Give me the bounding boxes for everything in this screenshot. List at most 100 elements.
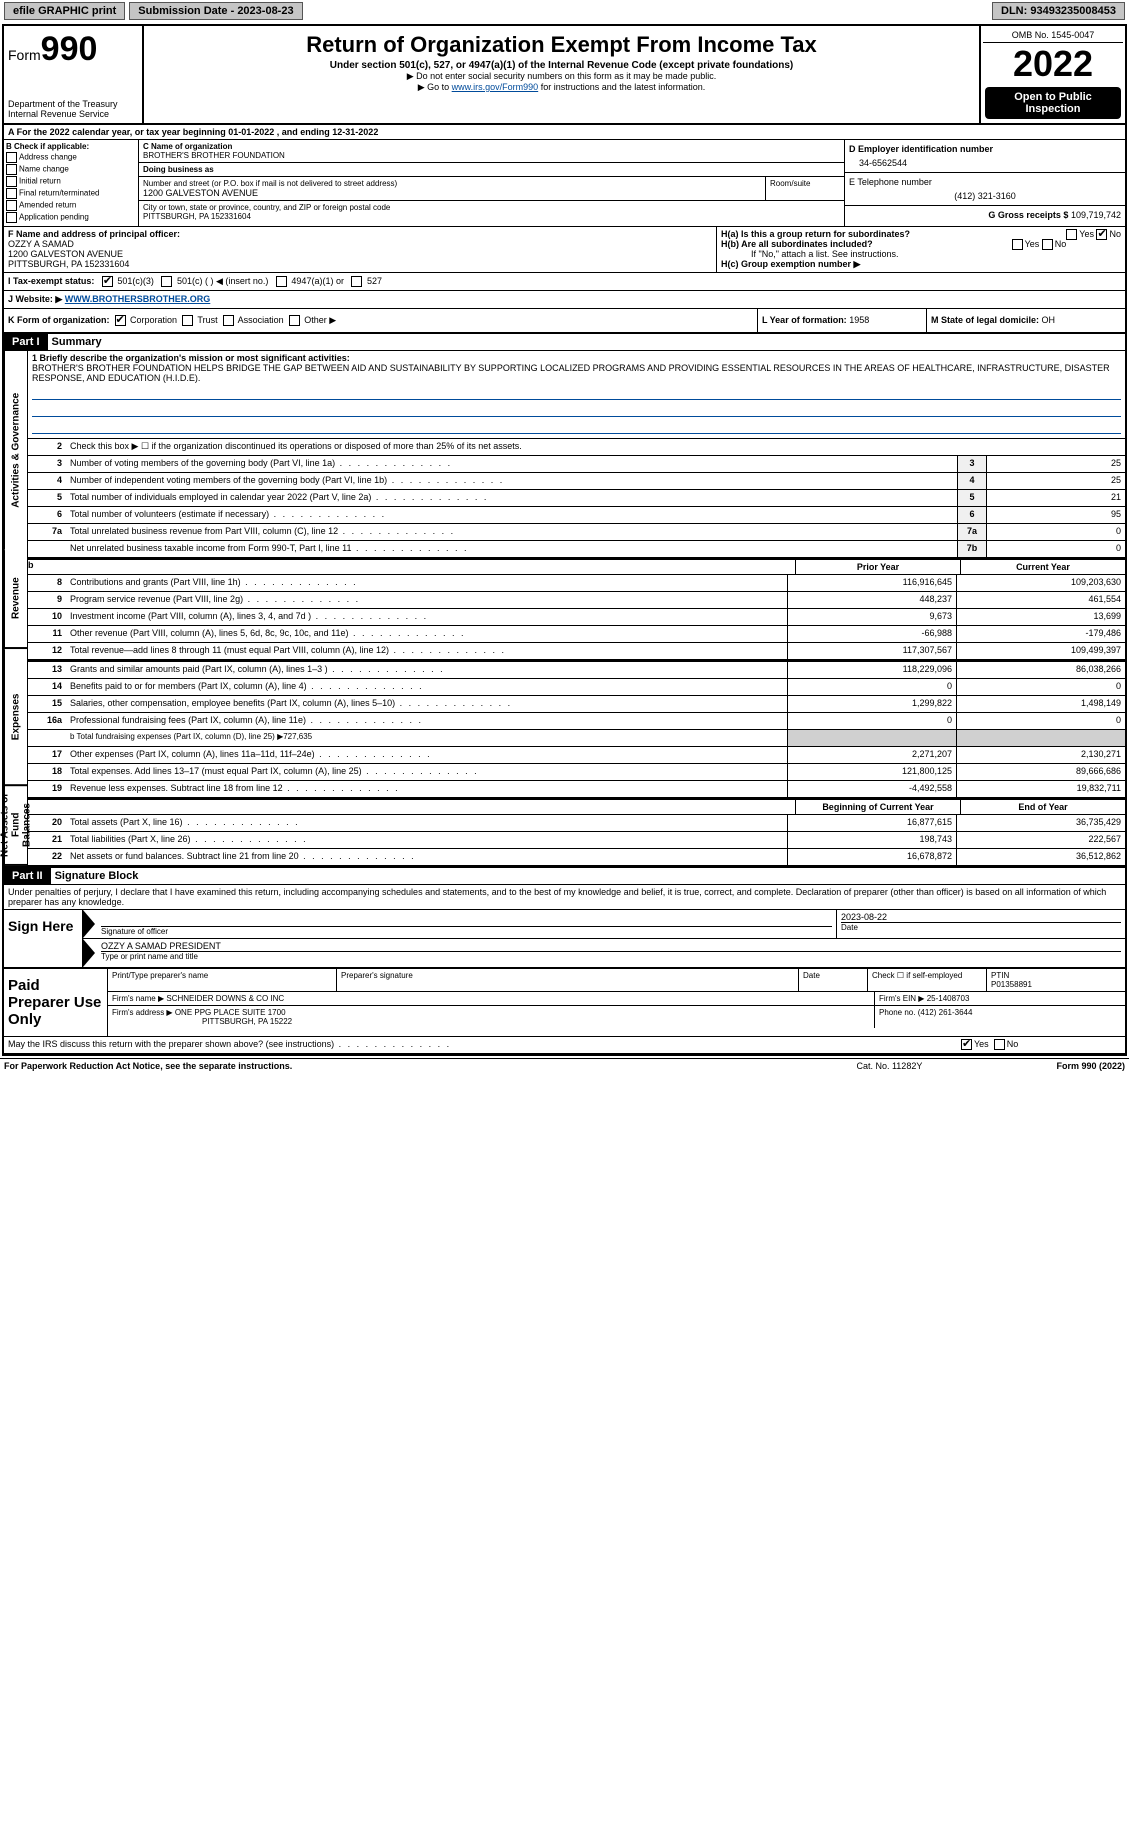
section-bcd: B Check if applicable: Address change Na… [4, 140, 1125, 227]
firm-name: SCHNEIDER DOWNS & CO INC [166, 994, 284, 1003]
cb-final-return[interactable]: Final return/terminated [6, 188, 136, 199]
cb-address-change[interactable]: Address change [6, 152, 136, 163]
cb-app-pending[interactable]: Application pending [6, 212, 136, 223]
website-link[interactable]: WWW.BROTHERSBROTHER.ORG [65, 294, 211, 304]
side-governance: Activities & Governance [4, 351, 27, 550]
firm-addr2: PITTSBURGH, PA 15222 [112, 1017, 292, 1026]
firm-addr-label: Firm's address ▶ [112, 1008, 173, 1017]
dln-label: DLN: 93493235008453 [992, 2, 1125, 20]
submission-date: Submission Date - 2023-08-23 [129, 2, 302, 20]
side-revenue: Revenue [4, 550, 27, 649]
cb-name-change[interactable]: Name change [6, 164, 136, 175]
col-c: C Name of organization BROTHER'S BROTHER… [139, 140, 845, 226]
col-deg: D Employer identification number 34-6562… [845, 140, 1125, 226]
footer-left: For Paperwork Reduction Act Notice, see … [4, 1061, 856, 1071]
city-label: City or town, state or province, country… [143, 203, 840, 212]
gross-value: 109,719,742 [1071, 210, 1121, 220]
table-row: 12Total revenue—add lines 8 through 11 (… [28, 643, 1125, 660]
table-row: 21Total liabilities (Part X, line 26)198… [28, 832, 1125, 849]
form-title: Return of Organization Exempt From Incom… [148, 32, 975, 58]
header-mid: Return of Organization Exempt From Incom… [144, 26, 979, 123]
part1-title: Summary [48, 334, 106, 350]
table-row: Net unrelated business taxable income fr… [28, 541, 1125, 558]
table-row: 5Total number of individuals employed in… [28, 490, 1125, 507]
row-a: A For the 2022 calendar year, or tax yea… [4, 125, 1125, 140]
col-b-label: B Check if applicable: [6, 142, 136, 151]
f-addr1: 1200 GALVESTON AVENUE [8, 249, 712, 259]
table-row: 20Total assets (Part X, line 16)16,877,6… [28, 815, 1125, 832]
part2-header: Part II [4, 868, 51, 884]
f-col: F Name and address of principal officer:… [4, 227, 716, 272]
firm-addr1: ONE PPG PLACE SUITE 1700 [175, 1008, 286, 1017]
ptin-label: PTIN [991, 971, 1009, 980]
table-row: 3Number of voting members of the governi… [28, 456, 1125, 473]
table-row: 18Total expenses. Add lines 13–17 (must … [28, 764, 1125, 781]
ein-value: 34-6562544 [849, 154, 1121, 168]
hc-q: H(c) Group exemption number ▶ [721, 259, 860, 269]
table-row: 8Contributions and grants (Part VIII, li… [28, 575, 1125, 592]
arrow-icon [83, 939, 95, 967]
street-value: 1200 GALVESTON AVENUE [143, 188, 761, 198]
org-name: BROTHER'S BROTHER FOUNDATION [143, 151, 840, 160]
discuss-line: May the IRS discuss this return with the… [4, 1037, 957, 1053]
col-b-spacer: b [28, 560, 795, 574]
officer-name: OZZY A SAMAD PRESIDENT [101, 941, 1121, 951]
side-netassets: Net Assets or Fund Balances [4, 786, 27, 866]
line-1: 1 Briefly describe the organization's mi… [28, 351, 1125, 438]
dept-label: Department of the Treasury [8, 99, 138, 109]
phone-value: (412) 321-3160 [849, 187, 1121, 201]
room-label: Room/suite [770, 179, 840, 188]
table-row: 15Salaries, other compensation, employee… [28, 696, 1125, 713]
check-self: Check ☐ if self-employed [868, 969, 987, 991]
goto-link[interactable]: www.irs.gov/Form990 [452, 82, 539, 92]
type-name-label: Type or print name and title [101, 951, 1121, 961]
sign-here-label: Sign Here [4, 910, 83, 967]
line-2: Check this box ▶ ☐ if the organization d… [66, 439, 1125, 455]
header-left: Form990 Department of the Treasury Inter… [4, 26, 144, 123]
col-prior-year: Prior Year [795, 560, 960, 574]
table-row: 7aTotal unrelated business revenue from … [28, 524, 1125, 541]
header-right: OMB No. 1545-0047 2022 Open to Public In… [979, 26, 1125, 123]
part1-header: Part I [4, 334, 48, 350]
part2-header-row: Part II Signature Block [4, 866, 1125, 885]
row-fh: F Name and address of principal officer:… [4, 227, 1125, 273]
open-to-public: Open to Public Inspection [985, 87, 1121, 119]
col-beg-year: Beginning of Current Year [795, 800, 960, 814]
prep-sig-label: Preparer's signature [337, 969, 799, 991]
efile-label: efile GRAPHIC print [4, 2, 125, 20]
part2-title: Signature Block [51, 868, 143, 884]
f-addr2: PITTSBURGH, PA 152331604 [8, 259, 712, 269]
paid-preparer: Paid Preparer Use Only Print/Type prepar… [4, 967, 1125, 1036]
prep-name-label: Print/Type preparer's name [108, 969, 337, 991]
table-row: 22Net assets or fund balances. Subtract … [28, 849, 1125, 866]
sig-officer-label: Signature of officer [101, 926, 832, 936]
form-subtitle: Under section 501(c), 527, or 4947(a)(1)… [148, 60, 975, 71]
footer-mid: Cat. No. 11282Y [856, 1061, 1056, 1071]
table-row: 13Grants and similar amounts paid (Part … [28, 662, 1125, 679]
table-row: 16aProfessional fundraising fees (Part I… [28, 713, 1125, 730]
footer-right: Form 990 (2022) [1056, 1061, 1125, 1071]
table-row: 4Number of independent voting members of… [28, 473, 1125, 490]
phone-label: E Telephone number [849, 177, 1121, 187]
top-bar: efile GRAPHIC print Submission Date - 20… [0, 0, 1129, 22]
part1-body: Activities & Governance Revenue Expenses… [4, 351, 1125, 866]
form-header: Form990 Department of the Treasury Inter… [4, 26, 1125, 125]
side-expenses: Expenses [4, 649, 27, 786]
dba-label: Doing business as [143, 165, 840, 174]
firm-ein: 25-1408703 [927, 994, 970, 1003]
cb-initial-return[interactable]: Initial return [6, 176, 136, 187]
goto-line: ▶ Go to www.irs.gov/Form990 for instruct… [148, 82, 975, 93]
row-klm: K Form of organization: Corporation Trus… [4, 309, 1125, 334]
form-label: Form [8, 47, 41, 63]
part1-header-row: Part I Summary [4, 334, 1125, 351]
paid-label: Paid Preparer Use Only [4, 969, 108, 1036]
ha-q: H(a) Is this a group return for subordin… [721, 229, 910, 239]
cb-amended[interactable]: Amended return [6, 200, 136, 211]
sig-date-label: Date [841, 922, 1121, 932]
tax-year: 2022 [983, 43, 1123, 85]
row-i: I Tax-exempt status: 501(c)(3) 501(c) ( … [4, 273, 1125, 291]
table-row: 17Other expenses (Part IX, column (A), l… [28, 747, 1125, 764]
form-container: Form990 Department of the Treasury Inter… [2, 24, 1127, 1056]
f-label: F Name and address of principal officer: [8, 229, 712, 239]
row-j: J Website: ▶ WWW.BROTHERSBROTHER.ORG [4, 291, 1125, 309]
